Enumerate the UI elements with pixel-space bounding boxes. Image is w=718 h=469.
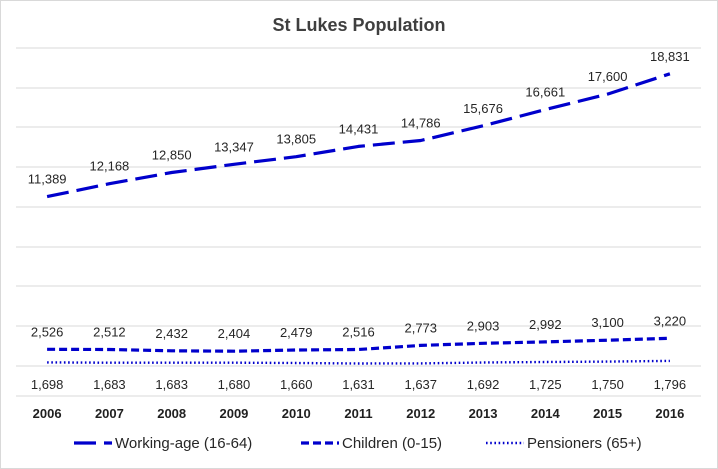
data-label: 11,389 xyxy=(28,172,67,187)
x-tick-label: 2006 xyxy=(33,406,62,421)
data-label: 3,100 xyxy=(591,315,624,330)
data-label: 2,512 xyxy=(93,325,126,340)
series-lines xyxy=(46,72,671,365)
x-tick-label: 2012 xyxy=(406,406,435,421)
data-label: 13,805 xyxy=(276,132,316,147)
data-label: 14,786 xyxy=(401,116,441,131)
data-label: 1,631 xyxy=(342,377,375,392)
data-label: 2,404 xyxy=(218,326,251,341)
data-label: 12,168 xyxy=(90,159,130,174)
data-label: 1,637 xyxy=(404,377,437,392)
series-line-1 xyxy=(46,72,671,199)
data-label: 2,773 xyxy=(404,320,437,335)
legend-label: Children (0-15) xyxy=(342,435,442,452)
x-tick-label: 2007 xyxy=(95,406,124,421)
data-label: 2,432 xyxy=(155,326,188,341)
x-tick-label: 2009 xyxy=(219,406,248,421)
series-line-3 xyxy=(47,359,670,365)
data-label: 1,698 xyxy=(31,377,64,392)
x-axis-ticks: 2006 2007 2008 2009 2010 2011 2012 2013 2014 2015… xyxy=(33,406,685,421)
data-label: 2,479 xyxy=(280,325,313,340)
data-label: 1,680 xyxy=(218,377,251,392)
gridlines xyxy=(16,47,701,397)
legend-label: Pensioners (65+) xyxy=(527,435,642,452)
data-label: 1,796 xyxy=(654,377,687,392)
legend: Working-age (16-64) Children (0-15) Pensio… xyxy=(74,435,642,452)
data-label: 2,992 xyxy=(529,317,562,332)
x-tick-label: 2010 xyxy=(282,406,311,421)
data-label: 1,725 xyxy=(529,377,562,392)
data-label: 2,516 xyxy=(342,324,375,339)
data-label: 2,903 xyxy=(467,318,500,333)
data-label: 1,683 xyxy=(155,377,188,392)
data-label: 1,683 xyxy=(93,377,126,392)
x-tick-label: 2011 xyxy=(344,406,372,421)
x-tick-label: 2016 xyxy=(655,406,684,421)
data-label: 1,660 xyxy=(280,377,313,392)
x-tick-label: 2008 xyxy=(157,406,186,421)
data-label: 13,347 xyxy=(214,139,254,154)
data-label: 1,692 xyxy=(467,377,500,392)
data-label: 3,220 xyxy=(654,313,687,328)
data-label: 2,526 xyxy=(31,324,64,339)
series-line-2 xyxy=(47,336,670,353)
x-tick-label: 2015 xyxy=(593,406,622,421)
data-label: 16,661 xyxy=(525,85,565,100)
data-labels: 11,389 12,168 12,850 13,347 13,805 14,431 14,7… xyxy=(28,49,690,392)
data-label: 17,600 xyxy=(588,69,628,84)
legend-label: Working-age (16-64) xyxy=(115,435,252,452)
x-tick-label: 2014 xyxy=(531,406,561,421)
x-tick-label: 2013 xyxy=(469,406,498,421)
data-label: 14,431 xyxy=(339,121,379,136)
chart-title: St Lukes Population xyxy=(272,15,445,35)
data-label: 18,831 xyxy=(650,49,690,64)
data-label: 15,676 xyxy=(463,101,503,116)
data-label: 12,850 xyxy=(152,147,192,162)
data-label: 1,750 xyxy=(591,377,624,392)
